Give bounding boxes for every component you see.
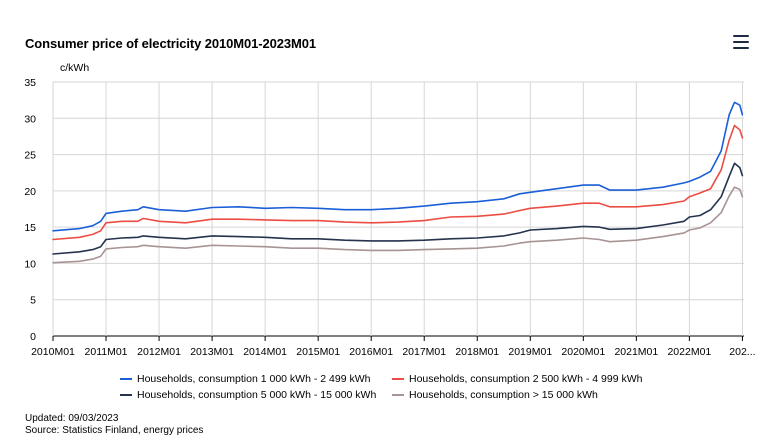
legend-label: Households, consumption 2 500 kWh - 4 99… [409, 373, 643, 385]
source-note: Source: Statistics Finland, energy price… [25, 425, 204, 436]
legend-label: Households, consumption 1 000 kWh - 2 49… [137, 373, 371, 385]
chart-series [52, 101, 744, 264]
series-line-4[interactable] [52, 186, 744, 264]
legend-swatch [392, 394, 404, 396]
y-tick-label: 25 [24, 150, 36, 162]
x-tick-label: 2010M01 [31, 346, 75, 358]
x-tick-label: 2016M01 [349, 346, 393, 358]
legend-swatch [120, 378, 132, 380]
series-line-1[interactable] [52, 101, 744, 232]
y-axis-ticks: 0 5 10 15 20 25 30 35 [24, 77, 36, 343]
y-tick-label: 0 [30, 331, 36, 343]
legend-label: Households, consumption 5 000 kWh - 15 0… [137, 389, 377, 401]
menu-bar [733, 47, 749, 49]
legend-swatch [120, 394, 132, 396]
chart-legend: Households, consumption 1 000 kWh - 2 49… [120, 371, 680, 403]
x-tick-label: 2021M01 [614, 346, 658, 358]
y-tick-label: 15 [24, 222, 36, 234]
x-tick-label: 2022M01 [667, 346, 711, 358]
chart-title: Consumer price of electricity 2010M01-20… [25, 36, 317, 51]
legend-item-series-4[interactable]: Households, consumption > 15 000 kWh [392, 389, 664, 401]
line-chart: 0 5 10 15 20 25 30 35 2010M01 2011M01 2012M01 2013… [24, 62, 755, 358]
y-axis-label: c/kWh [60, 62, 89, 74]
y-tick-label: 10 [24, 258, 36, 270]
x-tick-label: 2015M01 [296, 346, 340, 358]
x-tick-label: 2018M01 [455, 346, 499, 358]
series-line-3[interactable] [52, 162, 744, 255]
legend-swatch [392, 378, 404, 380]
legend-label: Households, consumption > 15 000 kWh [409, 389, 598, 401]
y-tick-label: 5 [30, 295, 36, 307]
x-tick-label: 2011M01 [85, 346, 128, 358]
y-tick-label: 35 [24, 77, 36, 89]
updated-date: Updated: 09/03/2023 [25, 413, 119, 424]
x-tick-label: 202... [729, 346, 755, 358]
menu-bar [733, 41, 749, 43]
x-axis-ticks: 2010M01 2011M01 2012M01 2013M01 2014M01 2015M… [31, 346, 755, 358]
chart-grid [52, 81, 744, 341]
x-tick-label: 2014M01 [243, 346, 287, 358]
x-tick-label: 2019M01 [508, 346, 552, 358]
legend-item-series-1[interactable]: Households, consumption 1 000 kWh - 2 49… [120, 373, 392, 385]
series-line-2[interactable] [52, 124, 744, 241]
menu-bar [733, 35, 749, 37]
y-tick-label: 30 [24, 113, 36, 125]
y-tick-label: 20 [24, 186, 36, 198]
x-tick-label: 2020M01 [561, 346, 605, 358]
legend-item-series-3[interactable]: Households, consumption 5 000 kWh - 15 0… [120, 389, 392, 401]
x-tick-label: 2017M01 [402, 346, 446, 358]
x-tick-label: 2013M01 [190, 346, 234, 358]
legend-item-series-2[interactable]: Households, consumption 2 500 kWh - 4 99… [392, 373, 664, 385]
hamburger-menu-icon[interactable] [733, 35, 749, 49]
x-tick-label: 2012M01 [137, 346, 181, 358]
chart-footer: Updated: 09/03/2023 Source: Statistics F… [25, 413, 203, 437]
